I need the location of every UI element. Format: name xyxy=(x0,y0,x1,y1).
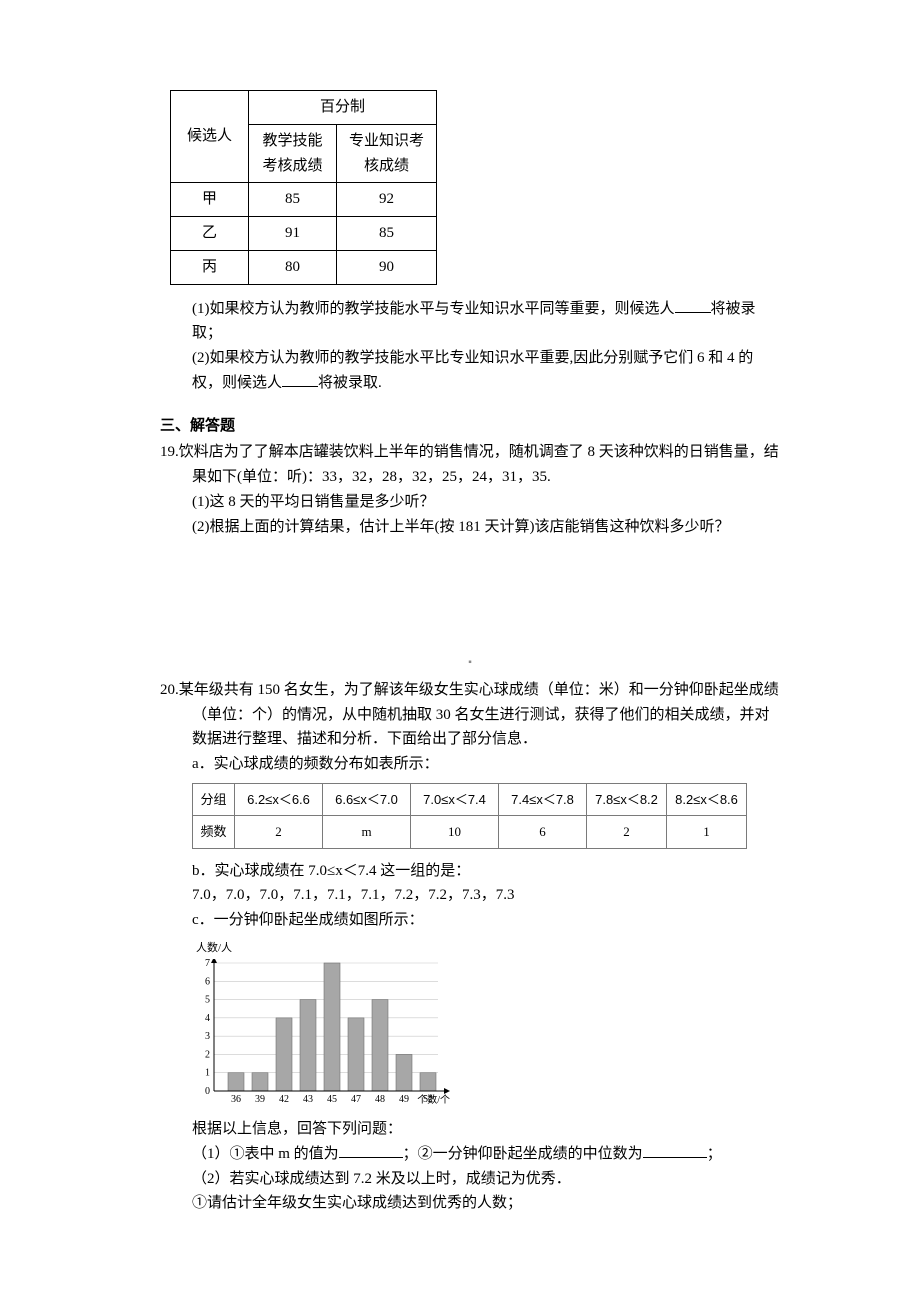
answer-space xyxy=(160,539,780,649)
q20-b: b．实心球成绩在 7.0≤x＜7.4 这一组的是： xyxy=(160,859,780,884)
svg-text:47: 47 xyxy=(351,1094,361,1105)
svg-text:36: 36 xyxy=(231,1094,241,1105)
svg-text:39: 39 xyxy=(255,1094,265,1105)
q20-b-data: 7.0，7.0，7.0，7.1，7.1，7.1，7.2，7.2，7.3，7.3 xyxy=(160,883,780,908)
frequency-table: 分组 6.2≤x＜6.6 6.6≤x＜7.0 7.0≤x＜7.4 7.4≤x＜7… xyxy=(192,783,747,849)
q19-2: (2)根据上面的计算结果，估计上半年(按 181 天计算)该店能销售这种饮料多少… xyxy=(160,515,780,540)
bar-chart-svg: 36394243454748495201234567个数/个 xyxy=(192,959,452,1109)
svg-text:45: 45 xyxy=(327,1094,337,1105)
q20-1: （1）①表中 m 的值为；②一分钟仰卧起坐成绩的中位数为； xyxy=(160,1142,780,1167)
svg-text:4: 4 xyxy=(205,1013,210,1024)
section-3-title: 三、解答题 xyxy=(160,414,780,439)
svg-text:49: 49 xyxy=(399,1094,409,1105)
q20-2: （2）若实心球成绩达到 7.2 米及以上时，成绩记为优秀． xyxy=(160,1167,780,1192)
q18-part2: (2)如果校方认为教师的教学技能水平比专业知识水平重要,因此分别赋予它们 6 和… xyxy=(160,346,780,396)
q20-2-1: ①请估计全年级女生实心球成绩达到优秀的人数； xyxy=(160,1191,780,1216)
blank-fill xyxy=(282,372,318,387)
svg-text:0: 0 xyxy=(205,1086,210,1097)
table-row: 分组 6.2≤x＜6.6 6.6≤x＜7.0 7.0≤x＜7.4 7.4≤x＜7… xyxy=(193,783,747,815)
svg-text:6: 6 xyxy=(205,976,210,987)
q19-head: 19.饮料店为了了解本店罐装饮料上半年的销售情况，随机调查了 8 天该种饮料的日… xyxy=(160,440,780,490)
svg-text:7: 7 xyxy=(205,959,210,969)
th-candidate: 候选人 xyxy=(171,91,249,183)
svg-text:个数/个: 个数/个 xyxy=(417,1093,450,1106)
candidate-score-table: 候选人 百分制 教学技能考核成绩 专业知识考核成绩 甲 85 92 乙 91 8… xyxy=(170,90,437,285)
q20-c: c．一分钟仰卧起坐成绩如图所示： xyxy=(160,908,780,933)
svg-text:48: 48 xyxy=(375,1094,385,1105)
q20-a: a．实心球成绩的频数分布如表所示： xyxy=(160,752,780,777)
th-knowledge: 专业知识考核成绩 xyxy=(337,124,437,183)
q18-part1: (1)如果校方认为教师的教学技能水平与专业知识水平同等重要，则候选人将被录取； xyxy=(160,297,780,347)
svg-text:43: 43 xyxy=(303,1094,313,1105)
blank-fill xyxy=(339,1143,403,1158)
q20-followup: 根据以上信息，回答下列问题： xyxy=(160,1117,780,1142)
table-row: 甲 85 92 xyxy=(171,183,437,217)
page-dot-marker: ▪ xyxy=(160,655,780,672)
svg-text:1: 1 xyxy=(205,1068,210,1079)
q19-1: (1)这 8 天的平均日销售量是多少听？ xyxy=(160,490,780,515)
q20-head: 20.某年级共有 150 名女生，为了解该年级女生实心球成绩（单位：米）和一分钟… xyxy=(160,678,780,752)
table-row: 乙 91 85 xyxy=(171,217,437,251)
th-percent: 百分制 xyxy=(249,91,437,125)
table-row: 丙 80 90 xyxy=(171,250,437,284)
y-axis-label: 人数/人 xyxy=(196,939,780,957)
blank-fill xyxy=(643,1143,707,1158)
svg-text:42: 42 xyxy=(279,1094,289,1105)
table-row: 频数 2 m 10 6 2 1 xyxy=(193,816,747,848)
situp-bar-chart: 人数/人 36394243454748495201234567个数/个 xyxy=(192,939,780,1109)
blank-fill xyxy=(675,298,711,313)
th-skill: 教学技能考核成绩 xyxy=(249,124,337,183)
svg-text:3: 3 xyxy=(205,1031,210,1042)
svg-text:2: 2 xyxy=(205,1049,210,1060)
svg-text:5: 5 xyxy=(205,995,210,1006)
